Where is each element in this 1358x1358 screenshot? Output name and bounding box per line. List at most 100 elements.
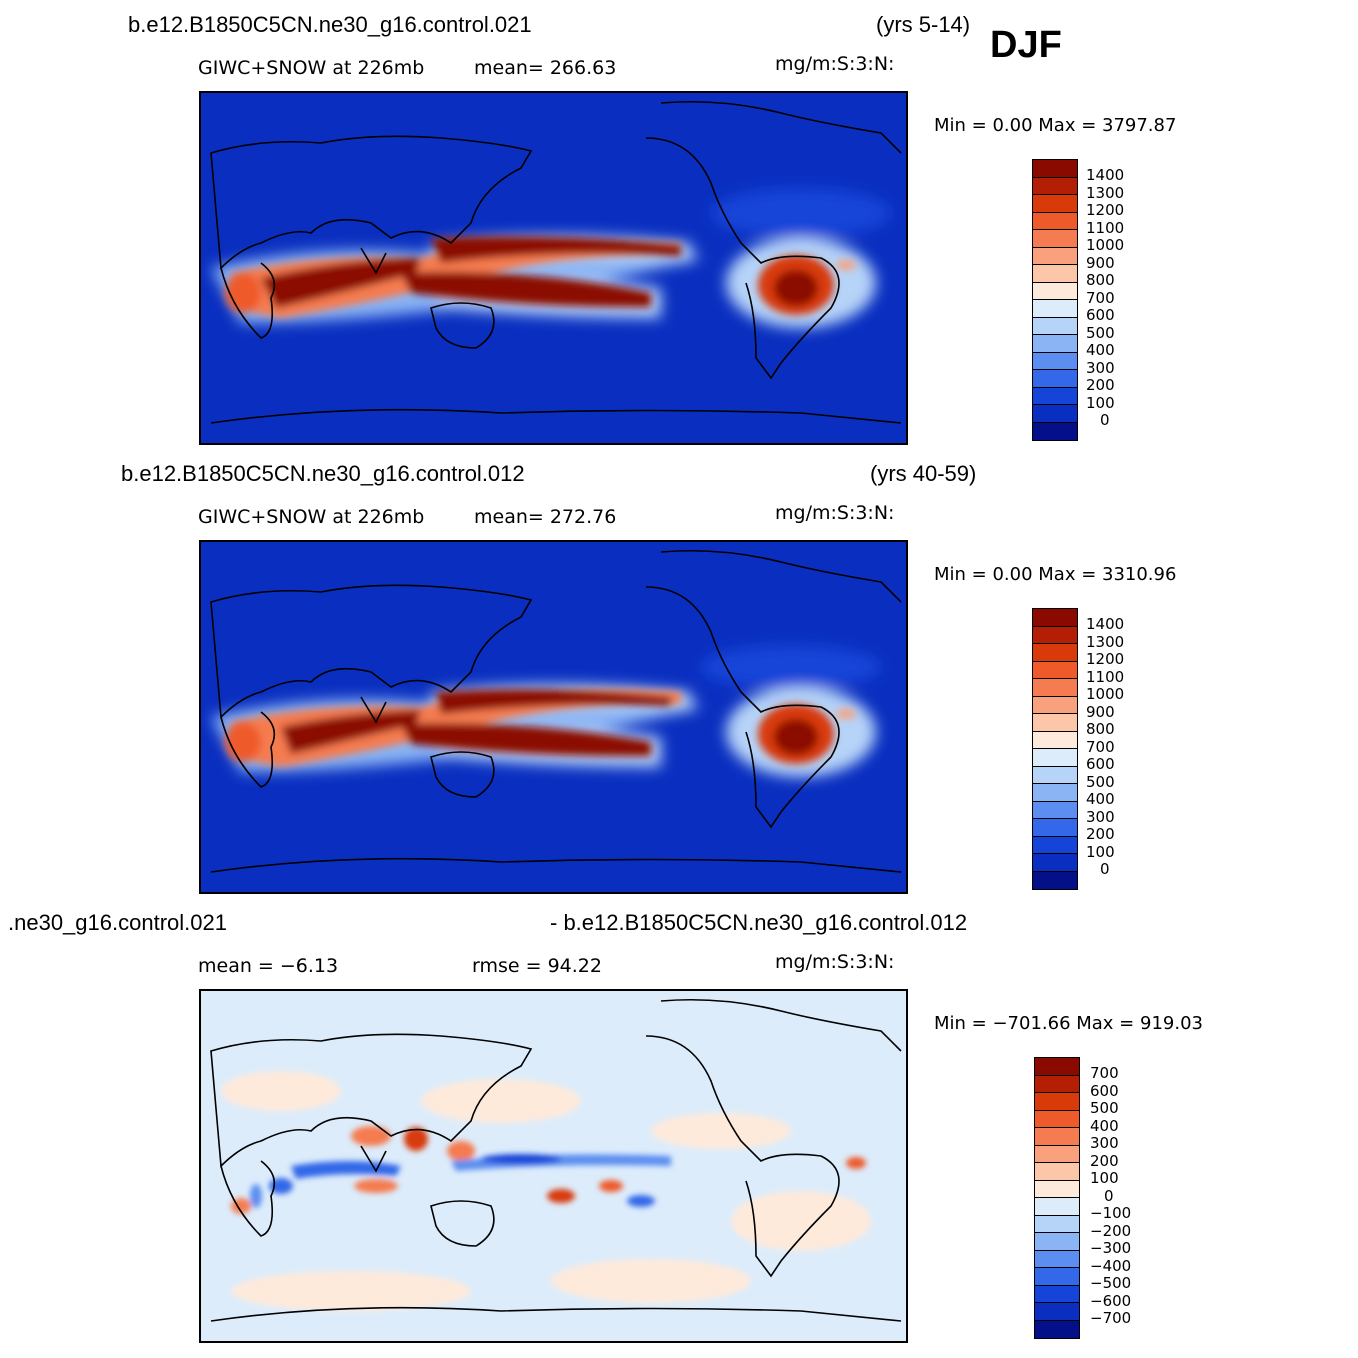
colorbar-swatch bbox=[1035, 1058, 1079, 1076]
panel2-field-core bbox=[225, 689, 856, 767]
colorbar-tick-label: 600 bbox=[1086, 755, 1115, 773]
colorbar-tick-label: 1200 bbox=[1086, 201, 1125, 219]
colorbar-tick-label: 800 bbox=[1086, 271, 1115, 289]
colorbar-tick-label: 800 bbox=[1086, 720, 1115, 738]
colorbar-swatch bbox=[1033, 300, 1077, 318]
colorbar-swatch bbox=[1033, 247, 1077, 265]
panel3-case-right: - b.e12.B1850C5CN.ne30_g16.control.012 bbox=[550, 910, 968, 935]
colorbar-tick-label: 200 bbox=[1086, 376, 1115, 394]
panel1-units: mg/m:S:3:N: bbox=[775, 53, 895, 75]
colorbar-swatch bbox=[1033, 282, 1077, 300]
colorbar-swatch bbox=[1033, 422, 1077, 440]
colorbar-swatch bbox=[1033, 871, 1077, 889]
colorbar-swatch bbox=[1033, 195, 1077, 213]
colorbar-tick-label: 600 bbox=[1086, 306, 1115, 324]
season-label: DJF bbox=[990, 24, 1062, 66]
colorbar-tick-label: 1400 bbox=[1086, 166, 1125, 184]
panel3-map bbox=[199, 989, 908, 1343]
colorbar-swatch bbox=[1035, 1198, 1079, 1216]
panel2-map bbox=[199, 540, 908, 894]
colorbar-tick-label: 400 bbox=[1090, 1116, 1119, 1135]
colorbar-swatch bbox=[1035, 1320, 1079, 1338]
colorbar-swatch bbox=[1033, 626, 1077, 644]
colorbar-tick-label: 900 bbox=[1086, 253, 1115, 272]
colorbar-swatch bbox=[1035, 1250, 1079, 1268]
colorbar-swatch bbox=[1035, 1128, 1079, 1146]
colorbar-swatch bbox=[1033, 819, 1077, 837]
colorbar-tick-label: 1300 bbox=[1086, 632, 1125, 651]
panel1-colorbar bbox=[1032, 159, 1078, 441]
colorbar-tick-label: 500 bbox=[1086, 772, 1115, 791]
panel2-minmax: Min = 0.00 Max = 3310.96 bbox=[934, 564, 1177, 585]
colorbar-tick-label: 1300 bbox=[1086, 183, 1125, 202]
panel3-mean: mean = −6.13 bbox=[198, 955, 339, 977]
colorbar-tick-label: 300 bbox=[1090, 1134, 1119, 1152]
colorbar-swatch bbox=[1033, 230, 1077, 248]
colorbar-swatch bbox=[1033, 644, 1077, 662]
panel3-rmse: rmse = 94.22 bbox=[472, 955, 602, 977]
panel2-field-label: GIWC+SNOW at 226mb bbox=[198, 506, 425, 528]
colorbar-tick-label: 700 bbox=[1086, 737, 1115, 756]
colorbar-swatch bbox=[1033, 784, 1077, 802]
colorbar-tick-label: 500 bbox=[1090, 1099, 1119, 1117]
panel2-case-title: b.e12.B1850C5CN.ne30_g16.control.012 bbox=[121, 461, 525, 486]
colorbar-tick-label: 100 bbox=[1086, 842, 1115, 861]
colorbar-swatch bbox=[1033, 352, 1077, 370]
panel2-coastlines bbox=[210, 549, 902, 873]
colorbar-swatch bbox=[1033, 387, 1077, 405]
colorbar-swatch bbox=[1035, 1303, 1079, 1321]
colorbar-swatch bbox=[1033, 766, 1077, 784]
colorbar-tick-label: 0 bbox=[1100, 411, 1110, 429]
colorbar-swatch bbox=[1033, 801, 1077, 819]
panel1-coastlines bbox=[210, 100, 902, 424]
colorbar-swatch bbox=[1035, 1233, 1079, 1251]
panel3-colorbar bbox=[1034, 1057, 1080, 1339]
colorbar-tick-label: 300 bbox=[1086, 807, 1115, 826]
colorbar-swatch bbox=[1035, 1110, 1079, 1128]
colorbar-swatch bbox=[1035, 1145, 1079, 1163]
colorbar-tick-label: 1000 bbox=[1086, 236, 1125, 254]
colorbar-tick-label: −100 bbox=[1090, 1204, 1132, 1222]
colorbar-swatch bbox=[1033, 317, 1077, 335]
colorbar-tick-label: −200 bbox=[1090, 1221, 1132, 1240]
colorbar-tick-label: 400 bbox=[1086, 341, 1115, 359]
panel1-years: (yrs 5-14) bbox=[876, 12, 971, 37]
colorbar-tick-label: 200 bbox=[1086, 825, 1115, 843]
colorbar-tick-label: 0 bbox=[1100, 860, 1110, 878]
colorbar-tick-label: 500 bbox=[1086, 323, 1115, 342]
colorbar-tick-label: −700 bbox=[1090, 1309, 1132, 1327]
colorbar-tick-label: 1000 bbox=[1086, 685, 1125, 703]
colorbar-swatch bbox=[1035, 1285, 1079, 1303]
panel3-case-title: .ne30_g16.control.021 bbox=[8, 910, 227, 935]
colorbar-swatch bbox=[1035, 1093, 1079, 1111]
panel3-minmax: Min = −701.66 Max = 919.03 bbox=[934, 1013, 1203, 1034]
colorbar-tick-label: 400 bbox=[1086, 790, 1115, 808]
colorbar-tick-label: 1100 bbox=[1086, 218, 1125, 237]
colorbar-swatch bbox=[1033, 661, 1077, 679]
panel3-units: mg/m:S:3:N: bbox=[775, 951, 895, 973]
colorbar-tick-label: 900 bbox=[1086, 702, 1115, 721]
panel1-case-title: b.e12.B1850C5CN.ne30_g16.control.021 bbox=[128, 12, 532, 37]
colorbar-tick-label: 100 bbox=[1086, 393, 1115, 412]
colorbar-swatch bbox=[1033, 370, 1077, 388]
colorbar-tick-label: 0 bbox=[1104, 1186, 1114, 1205]
colorbar-swatch bbox=[1033, 335, 1077, 353]
panel2-units: mg/m:S:3:N: bbox=[775, 502, 895, 524]
colorbar-tick-label: 100 bbox=[1090, 1169, 1119, 1187]
panel2-years: (yrs 40-59) bbox=[870, 461, 977, 486]
colorbar-swatch bbox=[1033, 609, 1077, 627]
panel2-colorbar bbox=[1032, 608, 1078, 890]
colorbar-tick-label: 200 bbox=[1090, 1151, 1119, 1170]
colorbar-swatch bbox=[1035, 1215, 1079, 1233]
colorbar-tick-label: −500 bbox=[1090, 1274, 1132, 1292]
panel1-map bbox=[199, 91, 908, 445]
colorbar-tick-label: −300 bbox=[1090, 1239, 1132, 1257]
colorbar-swatch bbox=[1033, 177, 1077, 195]
colorbar-swatch bbox=[1033, 160, 1077, 178]
colorbar-swatch bbox=[1033, 731, 1077, 749]
colorbar-swatch bbox=[1033, 679, 1077, 697]
colorbar-tick-label: 300 bbox=[1086, 358, 1115, 377]
panel2-mean: mean= 272.76 bbox=[474, 506, 617, 528]
panel2-map-svg bbox=[201, 542, 906, 892]
panel1-minmax: Min = 0.00 Max = 3797.87 bbox=[934, 115, 1177, 136]
